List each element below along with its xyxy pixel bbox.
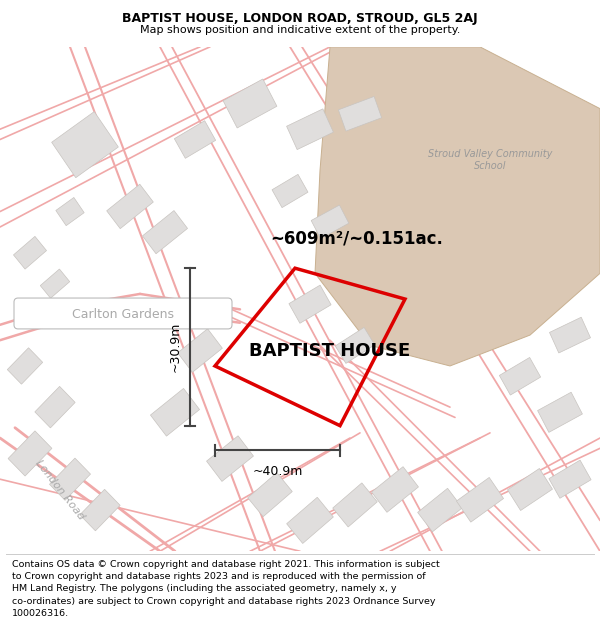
Polygon shape [338,96,382,131]
Polygon shape [151,388,200,436]
Polygon shape [315,47,600,366]
Text: 100026316.: 100026316. [12,609,69,618]
Text: Stroud Valley Community
School: Stroud Valley Community School [428,149,552,171]
Polygon shape [287,109,334,149]
Polygon shape [335,328,375,363]
Polygon shape [538,392,583,432]
Polygon shape [272,174,308,208]
Text: co-ordinates) are subject to Crown copyright and database rights 2023 Ordnance S: co-ordinates) are subject to Crown copyr… [12,597,436,606]
Polygon shape [289,285,331,323]
Polygon shape [49,458,91,500]
Text: BAPTIST HOUSE, LONDON ROAD, STROUD, GL5 2AJ: BAPTIST HOUSE, LONDON ROAD, STROUD, GL5 … [122,12,478,25]
Polygon shape [206,436,253,481]
Polygon shape [13,236,47,269]
Polygon shape [248,472,292,517]
Polygon shape [333,483,377,527]
Polygon shape [508,469,553,511]
Text: HM Land Registry. The polygons (including the associated geometry, namely x, y: HM Land Registry. The polygons (includin… [12,584,397,594]
Text: to Crown copyright and database rights 2023 and is reproduced with the permissio: to Crown copyright and database rights 2… [12,572,425,581]
Polygon shape [175,121,215,158]
Text: London Road: London Road [34,458,86,521]
Polygon shape [56,198,84,226]
Polygon shape [550,318,590,353]
Polygon shape [178,329,223,372]
Polygon shape [371,467,418,512]
Polygon shape [223,79,277,128]
Text: ~30.9m: ~30.9m [169,322,182,372]
Text: Map shows position and indicative extent of the property.: Map shows position and indicative extent… [140,25,460,35]
Polygon shape [52,112,118,178]
Polygon shape [107,184,154,229]
Polygon shape [40,269,70,298]
Polygon shape [311,205,349,239]
Text: BAPTIST HOUSE: BAPTIST HOUSE [250,341,410,359]
Polygon shape [499,357,541,395]
Polygon shape [287,498,334,544]
Polygon shape [418,488,463,532]
Polygon shape [35,386,75,428]
Polygon shape [80,489,120,531]
FancyBboxPatch shape [14,298,232,329]
Text: Carlton Gardens: Carlton Gardens [72,308,174,321]
Text: ~609m²/~0.151ac.: ~609m²/~0.151ac. [270,229,443,248]
Polygon shape [7,348,43,384]
Polygon shape [549,460,591,498]
Polygon shape [142,211,188,254]
Polygon shape [8,431,52,476]
Text: Contains OS data © Crown copyright and database right 2021. This information is : Contains OS data © Crown copyright and d… [12,560,440,569]
Polygon shape [457,478,503,522]
Text: ~40.9m: ~40.9m [253,465,302,478]
